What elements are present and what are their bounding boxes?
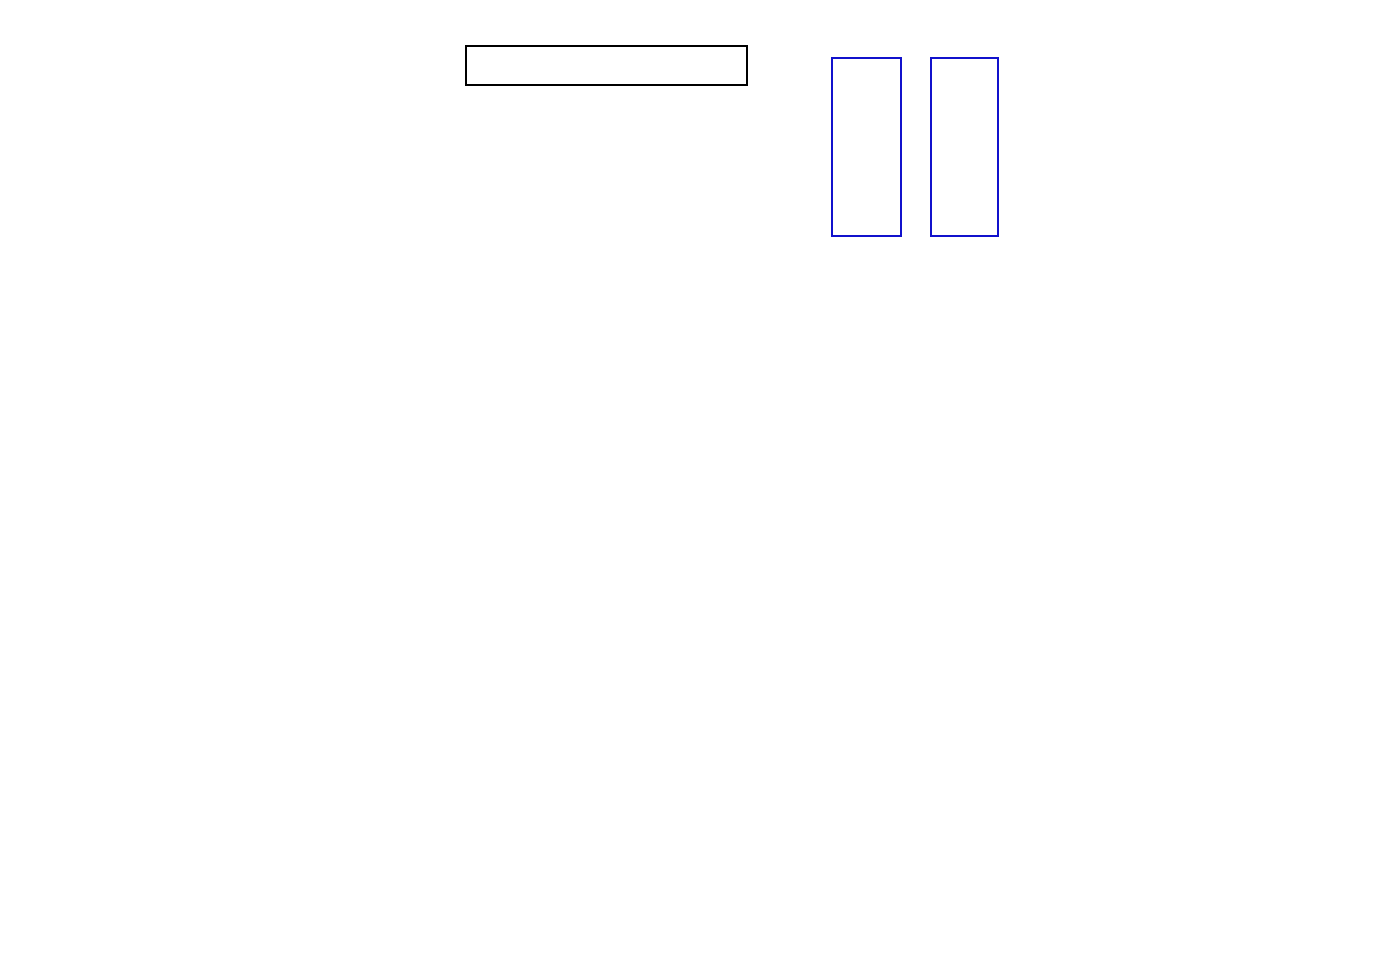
with-sky-image — [833, 59, 900, 235]
spec2d-weighted-sum-row — [465, 45, 748, 86]
full-spectrum-chart — [58, 330, 1320, 458]
clean-image-panel — [930, 57, 999, 237]
clean-image — [932, 59, 997, 235]
with-sky-panel — [831, 57, 902, 237]
zoom-spectrum-chart — [1005, 48, 1315, 244]
spec2d-weighted-sum-image — [467, 47, 746, 84]
